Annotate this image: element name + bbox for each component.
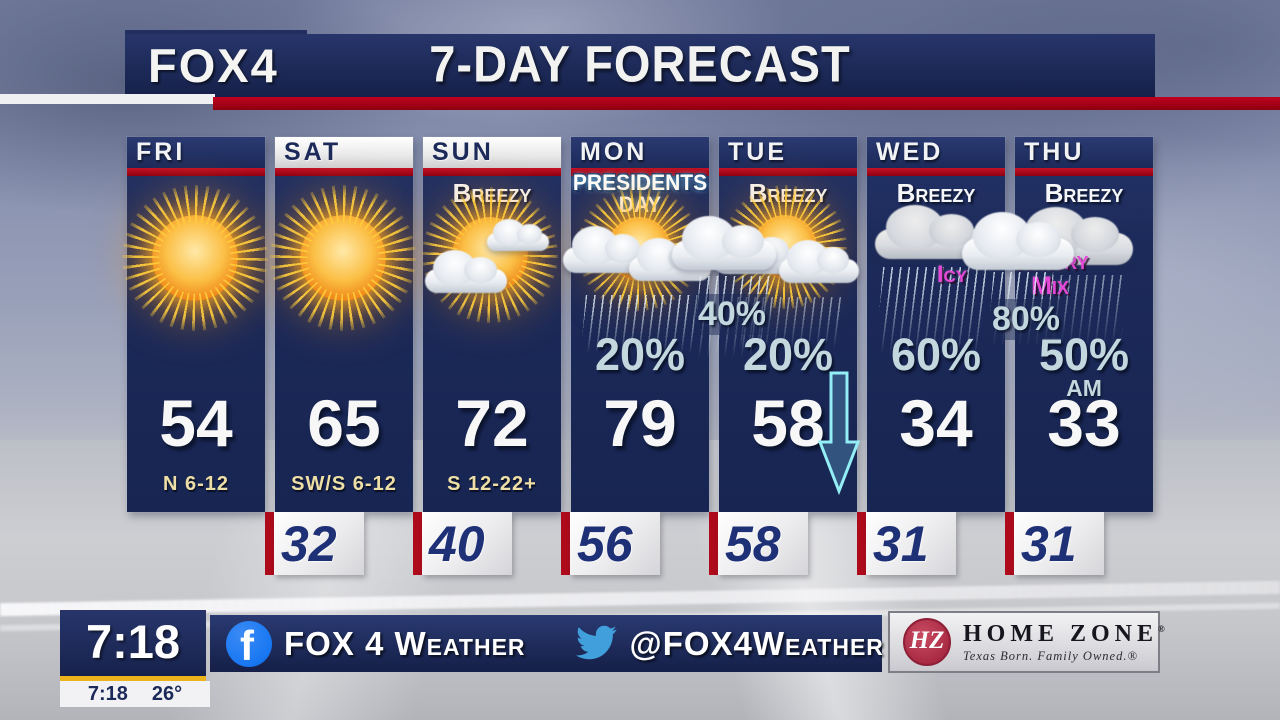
day-accent-stripe (571, 168, 709, 176)
low-temp-panel (866, 512, 956, 575)
high-temp: 72 (455, 386, 529, 460)
day-accent-stripe (127, 168, 265, 176)
forecast-column-mon: MON Presidents Day 20% 79 56 (561, 137, 711, 575)
low-temp: 40 (429, 516, 485, 572)
forecast-column-wed: WED Breezy Icy 60% 34 31 (857, 137, 1005, 575)
day-accent-stripe (719, 168, 857, 176)
low-temp-box: 31 (857, 512, 956, 575)
low-accent-bar (265, 512, 274, 575)
day-accent-stripe (867, 168, 1005, 176)
condition-label: Breezy (896, 178, 976, 208)
sunny-icon (275, 207, 413, 367)
day-label: THU (1015, 137, 1153, 168)
facebook-handle: FOX 4 Weather (284, 624, 526, 662)
homezone-logo-icon: HZ (903, 618, 951, 666)
cloud-icon (962, 212, 1074, 270)
low-temp-box: 32 (265, 512, 364, 575)
header-bar (125, 34, 1155, 97)
sunny-icon (127, 207, 265, 367)
page-title: 7-DAY FORECAST (429, 34, 851, 93)
low-temp-panel (274, 512, 364, 575)
high-temp: 54 (159, 386, 233, 460)
forecast-column-sun: SUN Breezy 72 S 12-22+ 40 (413, 137, 561, 575)
low-temp-box: 56 (561, 512, 660, 575)
day-label: TUE (719, 137, 857, 168)
mostly-sunny-icon (423, 207, 561, 367)
low-accent-bar (857, 512, 866, 575)
low-temp-panel (718, 512, 808, 575)
low-temp-panel (570, 512, 660, 575)
cloud-icon (672, 216, 776, 270)
high-temp: 79 (603, 386, 677, 460)
wind-label: S 12-22+ (447, 473, 537, 495)
time-temp-strip: 7:18 26° (60, 681, 210, 707)
clock-small-time: 7:18 (87, 683, 128, 705)
wind-label: SW/S 6-12 (291, 473, 397, 495)
low-temp: 31 (873, 516, 929, 572)
condition-label: Breezy (1044, 178, 1124, 208)
header-white-stripe (0, 94, 215, 104)
low-temp: 32 (281, 516, 337, 572)
wind-label: N 6-12 (162, 473, 230, 495)
sun-icon (300, 215, 386, 301)
facebook-icon: f (226, 620, 272, 667)
sponsor-tagline: Texas Born. Family Owned.® (963, 648, 1138, 663)
low-temp-box: 31 (1005, 512, 1104, 575)
cloud-icon (779, 239, 859, 283)
low-temp-box: 58 (709, 512, 808, 575)
day-accent-stripe (1015, 168, 1153, 176)
precip-percent: 60% (890, 329, 982, 380)
day-label: FRI (127, 137, 265, 168)
day-label: WED (867, 137, 1005, 168)
low-temp: 56 (577, 516, 633, 572)
holiday-label-line1: Presidents (572, 170, 708, 196)
precip-percent-qualifier: AM (1066, 375, 1102, 401)
clock-gold-underline (60, 676, 206, 681)
registered-mark: ® (1158, 623, 1165, 634)
twitter-handle: @FOX4Weather (629, 624, 884, 662)
forecast-column-sat: SAT 65 SW/S 6-12 32 (265, 137, 413, 575)
high-temp: 58 (751, 386, 825, 460)
overnight-precip-percent: 80% (988, 299, 1064, 340)
overnight-precip-percent: 40% (694, 294, 770, 335)
sun-icon (152, 215, 238, 301)
cloud-icon (425, 249, 507, 293)
precip-percent: 20% (594, 329, 686, 380)
low-accent-bar (561, 512, 570, 575)
high-temp: 34 (899, 386, 973, 460)
forecast-column-fri: FRI 54 N 6-12 (127, 137, 265, 512)
cloud-icon (487, 218, 549, 251)
low-accent-bar (1005, 512, 1014, 575)
falling-temp-arrow-icon (818, 371, 860, 495)
current-temp: 26° (151, 683, 183, 705)
low-accent-bar (709, 512, 718, 575)
high-temp: 33 (1047, 386, 1121, 460)
clock-display: 7:18 (60, 610, 206, 676)
low-temp-panel (422, 512, 512, 575)
day-accent-stripe (423, 168, 561, 176)
twitter-icon (575, 625, 617, 659)
icy-alert-label: Icy (936, 261, 968, 288)
social-media-bar: f FOX 4 Weather @FOX4Weather (210, 615, 884, 672)
sponsor-brand: HOME ZONE® (963, 620, 1165, 647)
low-temp-box: 40 (413, 512, 512, 575)
day-label: MON (571, 137, 709, 168)
day-accent-stripe (275, 168, 413, 176)
low-accent-bar (413, 512, 422, 575)
sponsor-ad: HZ HOME ZONE® Texas Born. Family Owned.® (888, 611, 1165, 673)
low-temp: 31 (1021, 516, 1077, 572)
day-label: SAT (275, 137, 413, 168)
high-temp: 65 (307, 386, 381, 460)
header-red-stripe (213, 97, 1280, 110)
day-label: SUN (423, 137, 561, 168)
fox4-logo: FOX4 (148, 39, 279, 92)
low-temp-panel (1014, 512, 1104, 575)
low-temp: 58 (725, 516, 781, 572)
